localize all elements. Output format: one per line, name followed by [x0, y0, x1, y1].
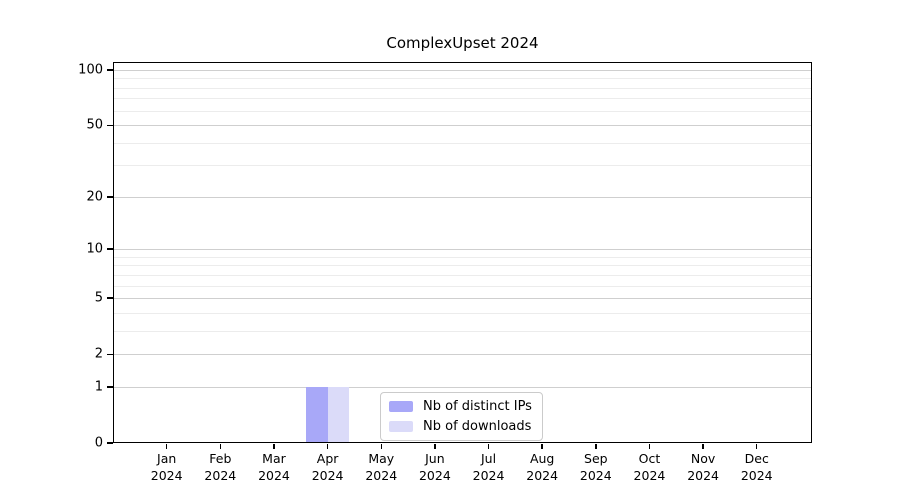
y-tick-label: 1 — [94, 379, 103, 395]
y-tick-mark — [106, 69, 113, 71]
x-tick-year: 2024 — [150, 467, 183, 483]
gridline-major — [113, 196, 812, 198]
gridline-minor — [113, 165, 812, 167]
x-tick-year: 2024 — [418, 467, 451, 483]
x-tick-mark — [541, 444, 543, 449]
gridline-major — [113, 354, 812, 356]
y-tick-mark — [106, 386, 113, 388]
gridline-minor — [113, 78, 812, 80]
y-tick-mark — [106, 353, 113, 355]
bar-nb-of-distinct-ips — [305, 386, 328, 443]
x-tick-mark — [756, 444, 758, 449]
x-tick-year: 2024 — [740, 467, 773, 483]
y-tick-label: 50 — [86, 117, 103, 133]
gridline-minor — [113, 256, 812, 258]
x-tick-month: Dec — [744, 451, 769, 466]
legend-label: Nb of downloads — [423, 419, 532, 434]
legend-label: Nb of distinct IPs — [423, 399, 532, 414]
y-tick-mark — [106, 297, 113, 299]
gridline-minor — [113, 142, 812, 144]
y-tick-label: 0 — [94, 435, 103, 451]
x-tick-label: Jan 2024 — [135, 451, 199, 484]
gridline-minor — [113, 110, 812, 112]
x-tick-label: Mar 2024 — [242, 451, 306, 484]
x-tick-mark — [648, 444, 651, 449]
x-tick-month: Mar — [262, 451, 286, 466]
x-tick-mark — [273, 444, 275, 449]
gridline-minor — [113, 98, 812, 100]
x-tick-label: Aug 2024 — [510, 451, 574, 484]
gridline-major — [113, 249, 812, 251]
x-tick-year: 2024 — [526, 467, 559, 483]
x-tick-month: Apr — [316, 451, 339, 466]
x-tick-mark — [434, 444, 436, 449]
x-tick-year: 2024 — [365, 467, 398, 483]
gridline-major — [113, 386, 812, 388]
gridline-minor — [113, 274, 812, 276]
x-tick-month: Jan — [157, 451, 177, 466]
gridline-minor — [113, 87, 812, 89]
x-tick-month: Nov — [690, 451, 716, 466]
plot-frame — [113, 62, 812, 443]
x-tick-mark — [219, 444, 222, 449]
x-tick-label: May 2024 — [349, 451, 413, 484]
x-tick-year: 2024 — [258, 467, 290, 483]
x-tick-label: Nov 2024 — [671, 451, 735, 484]
x-tick-mark — [702, 444, 704, 449]
gridline-minor — [113, 265, 812, 267]
x-tick-year: 2024 — [311, 467, 344, 483]
y-tick-label: 2 — [94, 346, 103, 362]
x-tick-mark — [380, 444, 382, 449]
x-tick-month: Jul — [480, 451, 497, 466]
y-tick-mark — [106, 124, 113, 126]
plot-area — [113, 62, 812, 443]
y-tick-mark — [106, 196, 113, 198]
legend-swatch — [389, 401, 413, 412]
gridline-major — [113, 70, 812, 71]
x-tick-month: Aug — [529, 451, 555, 466]
x-tick-mark — [487, 444, 490, 449]
x-tick-label: Sep 2024 — [564, 451, 628, 484]
gridline-minor — [113, 285, 812, 287]
legend-item: Nb of distinct IPs — [389, 399, 532, 414]
x-tick-month: Oct — [638, 451, 661, 466]
x-tick-label: Apr 2024 — [296, 451, 360, 484]
legend: Nb of distinct IPs Nb of downloads — [380, 392, 543, 441]
y-tick-label: 20 — [86, 189, 103, 205]
x-tick-year: 2024 — [633, 467, 666, 483]
y-tick-mark — [106, 442, 113, 444]
legend-swatch — [389, 421, 413, 432]
x-tick-label: Dec 2024 — [725, 451, 789, 484]
gridline-major — [113, 298, 812, 300]
x-tick-label: Oct 2024 — [617, 451, 681, 484]
gridline-minor — [113, 312, 812, 314]
x-tick-year: 2024 — [687, 467, 719, 483]
x-tick-label: Jul 2024 — [457, 451, 521, 484]
bar-nb-of-downloads — [327, 386, 350, 443]
x-tick-label: Jun 2024 — [403, 451, 467, 484]
gridline-major — [113, 125, 812, 127]
x-tick-year: 2024 — [472, 467, 505, 483]
x-tick-mark — [326, 444, 329, 449]
y-tick-label: 5 — [94, 290, 103, 306]
x-tick-month: May — [368, 451, 395, 466]
x-tick-mark — [166, 444, 168, 449]
x-tick-year: 2024 — [204, 467, 237, 483]
y-tick-mark — [106, 248, 113, 250]
x-tick-year: 2024 — [579, 467, 612, 483]
x-tick-month: Sep — [584, 451, 608, 466]
x-tick-label: Feb 2024 — [188, 451, 252, 484]
x-tick-month: Jun — [425, 451, 445, 466]
x-tick-month: Feb — [209, 451, 232, 466]
chart-title: ComplexUpset 2024 — [386, 34, 539, 52]
y-tick-label: 100 — [78, 62, 103, 78]
y-tick-label: 10 — [86, 241, 103, 257]
legend-item: Nb of downloads — [389, 419, 532, 434]
x-tick-mark — [595, 444, 597, 449]
gridline-minor — [113, 330, 812, 332]
